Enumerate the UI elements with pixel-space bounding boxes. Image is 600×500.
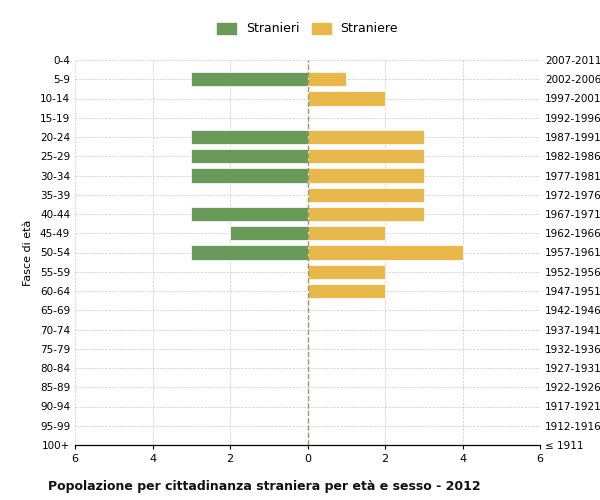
Bar xyxy=(308,92,385,106)
Bar xyxy=(308,188,424,202)
Bar xyxy=(308,264,385,279)
Bar xyxy=(308,246,463,260)
Bar xyxy=(308,149,424,164)
Bar xyxy=(308,72,346,86)
Bar xyxy=(308,284,385,298)
Bar xyxy=(230,226,308,240)
Bar xyxy=(191,246,308,260)
Bar xyxy=(191,207,308,221)
Text: Popolazione per cittadinanza straniera per età e sesso - 2012: Popolazione per cittadinanza straniera p… xyxy=(48,480,481,493)
Bar xyxy=(191,130,308,144)
Bar xyxy=(308,130,424,144)
Bar xyxy=(191,72,308,86)
Bar xyxy=(191,149,308,164)
Legend: Stranieri, Straniere: Stranieri, Straniere xyxy=(211,16,404,42)
Y-axis label: Fasce di età: Fasce di età xyxy=(23,220,33,286)
Bar xyxy=(308,207,424,221)
Bar xyxy=(308,168,424,182)
Bar xyxy=(308,226,385,240)
Bar xyxy=(191,168,308,182)
